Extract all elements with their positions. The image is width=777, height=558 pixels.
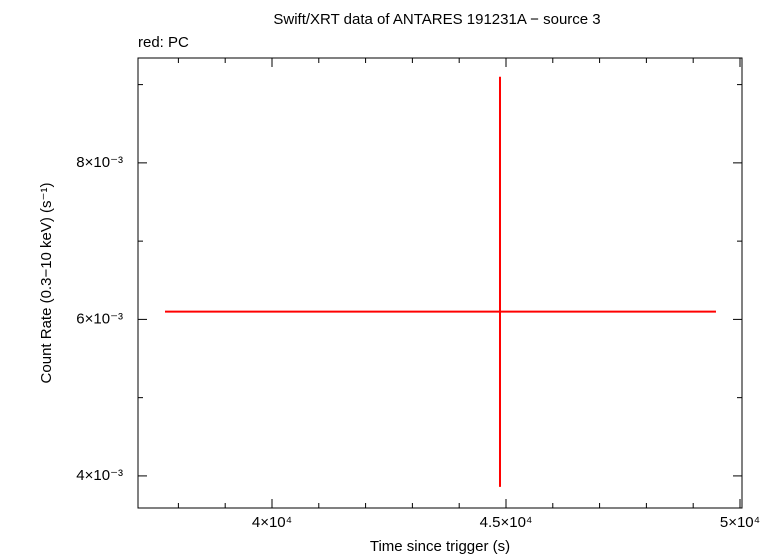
x-tick-label: 4×10⁴: [252, 514, 292, 531]
y-axis-label: Count Rate (0.3−10 keV) (s⁻¹): [38, 183, 55, 384]
y-tick-label: 4×10⁻³: [76, 467, 123, 484]
x-axis-label: Time since trigger (s): [370, 538, 510, 555]
x-tick-label: 4.5×10⁴: [480, 514, 533, 531]
plot-frame: [137, 57, 743, 509]
y-tick-label: 8×10⁻³: [76, 154, 123, 171]
y-tick-label: 6×10⁻³: [76, 310, 123, 327]
x-tick-label: 5×10⁴: [720, 514, 760, 531]
chart-subtitle: red: PC: [138, 34, 189, 51]
chart-title: Swift/XRT data of ANTARES 191231A − sour…: [273, 11, 600, 28]
